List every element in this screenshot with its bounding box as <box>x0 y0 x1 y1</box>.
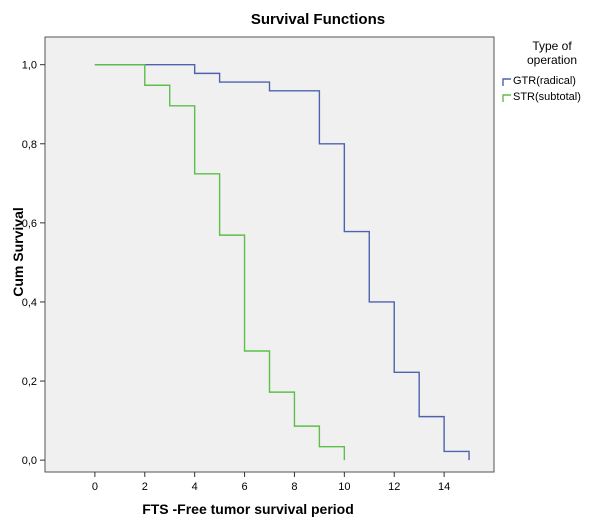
x-tick-label: 10 <box>338 481 350 493</box>
legend-swatch <box>502 78 511 86</box>
legend: Type of operation GTR(radical) STR(subtot… <box>502 39 581 103</box>
y-tick-label: 0,4 <box>22 297 37 309</box>
x-tick-label: 0 <box>92 481 98 493</box>
legend-label: STR(subtotal) <box>513 91 581 103</box>
y-tick-label: 0,8 <box>22 139 37 151</box>
legend-title-line-1: Type of <box>532 39 572 53</box>
y-tick-label: 0,2 <box>22 376 37 388</box>
legend-label: GTR(radical) <box>513 75 576 87</box>
x-axis-label: FTS -Free tumor survival period <box>142 501 354 517</box>
x-tick-label: 14 <box>438 481 450 493</box>
legend-title-line-2: operation <box>527 53 577 67</box>
y-axis: 0,0 0,2 0,4 0,6 0,8 1,0 <box>22 60 45 467</box>
survival-line-gtr <box>94 63 470 461</box>
legend-swatch <box>502 94 511 102</box>
x-tick-label: 12 <box>388 481 400 493</box>
y-tick-label: 0,0 <box>22 455 37 467</box>
y-tick-label: 0,6 <box>22 218 37 230</box>
series-lines <box>94 63 470 461</box>
x-tick-label: 8 <box>291 481 297 493</box>
x-axis: 0 2 4 6 8 10 12 14 <box>92 472 450 493</box>
survival-line-str <box>94 63 346 461</box>
plot-area <box>44 36 495 473</box>
x-tick-label: 4 <box>192 481 198 493</box>
x-tick-label: 6 <box>241 481 247 493</box>
y-axis-label: Cum Survival <box>10 207 26 296</box>
chart-title: Survival Functions <box>251 11 385 28</box>
x-tick-label: 2 <box>142 481 148 493</box>
y-tick-label: 1,0 <box>22 60 37 72</box>
